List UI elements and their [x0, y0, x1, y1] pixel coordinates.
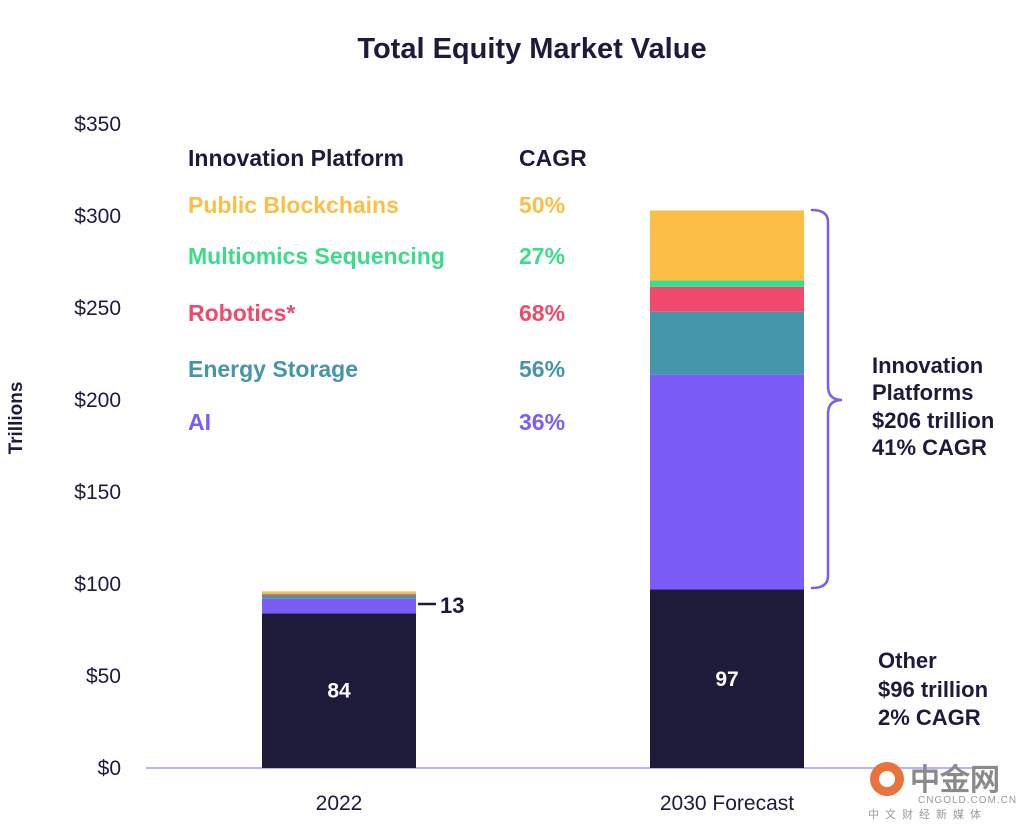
innovation-line-4: 41% CAGR	[872, 435, 987, 460]
innovation-bracket	[810, 208, 843, 590]
callout-label: 13	[440, 593, 464, 618]
bar-segment-other	[262, 613, 416, 768]
bar-segment-energy-storage	[262, 595, 416, 599]
x-tick-label: 2030 Forecast	[660, 792, 794, 815]
y-axis-ticks: $0 $50 $100 $150 $200 $250 $300 $350	[74, 113, 121, 780]
legend-item-cagr: 56%	[519, 356, 565, 382]
bar-segment-robotics	[262, 594, 416, 596]
y-axis-label: Trillions	[6, 382, 27, 455]
watermark-subtitle: 中文财经新媒体	[868, 807, 987, 821]
chart-title: Total Equity Market Value	[357, 33, 706, 65]
bar-segment-multiomics-sequencing	[262, 593, 416, 595]
bar-value-label: 97	[715, 668, 738, 691]
innovation-annotation: Innovation Platforms $206 trillion 41% C…	[872, 353, 994, 460]
y-tick-label: $200	[74, 389, 121, 412]
x-axis-ticks: 2022 2030 Forecast	[316, 792, 795, 815]
y-tick-label: $0	[98, 757, 121, 780]
bar-value-label: 84	[327, 680, 351, 703]
y-tick-label: $100	[74, 573, 121, 596]
other-line-2: $96 trillion	[878, 677, 988, 702]
legend-rows: Public Blockchains 50% Multiomics Sequenci…	[188, 192, 565, 435]
bar-segment-ai	[650, 374, 804, 590]
legend-item-name: Public Blockchains	[188, 192, 399, 218]
bar-segment-multiomics-sequencing	[650, 280, 804, 287]
legend-item-cagr: 36%	[519, 409, 565, 435]
bar-segment-energy-storage	[650, 311, 804, 375]
y-tick-label: $50	[86, 665, 121, 688]
innovation-line-2: Platforms	[872, 380, 973, 405]
other-line-1: Other	[878, 648, 937, 673]
watermark-domain: CNGOLD.COM.CN	[918, 795, 1017, 806]
other-annotation: Other $96 trillion 2% CAGR	[878, 648, 988, 730]
x-tick-label: 2022	[316, 792, 363, 815]
y-tick-label: $250	[74, 297, 121, 320]
other-line-3: 2% CAGR	[878, 705, 981, 730]
y-tick-label: $350	[74, 113, 121, 136]
innovation-line-1: Innovation	[872, 353, 983, 378]
y-tick-label: $300	[74, 205, 121, 228]
watermark-brand: 中金网	[910, 763, 1000, 797]
legend-item-cagr: 68%	[519, 300, 565, 326]
y-tick-label: $150	[74, 481, 121, 504]
watermark: 中金网 CNGOLD.COM.CN 中文财经新媒体	[868, 762, 1017, 821]
legend: Innovation Platform CAGR Public Blockcha…	[188, 145, 587, 435]
bar-segment-ai	[262, 598, 416, 614]
watermark-logo-inner	[879, 771, 895, 787]
legend-item-name: Multiomics Sequencing	[188, 243, 445, 269]
legend-header-cagr: CAGR	[519, 145, 587, 171]
bar-segment-public-blockchains	[262, 591, 416, 594]
bar-segment-other	[650, 589, 804, 768]
bar-segment-public-blockchains	[650, 210, 804, 281]
innovation-line-3: $206 trillion	[872, 408, 994, 433]
bars: 84 97	[262, 210, 804, 768]
legend-item-cagr: 50%	[519, 192, 565, 218]
legend-item-name: AI	[188, 409, 211, 435]
legend-item-name: Robotics*	[188, 300, 295, 326]
segment-callout: 13	[418, 593, 464, 618]
bar-segment-robotics	[650, 286, 804, 312]
legend-item-name: Energy Storage	[188, 356, 358, 382]
legend-item-cagr: 27%	[519, 243, 565, 269]
legend-header-platform: Innovation Platform	[188, 145, 404, 171]
